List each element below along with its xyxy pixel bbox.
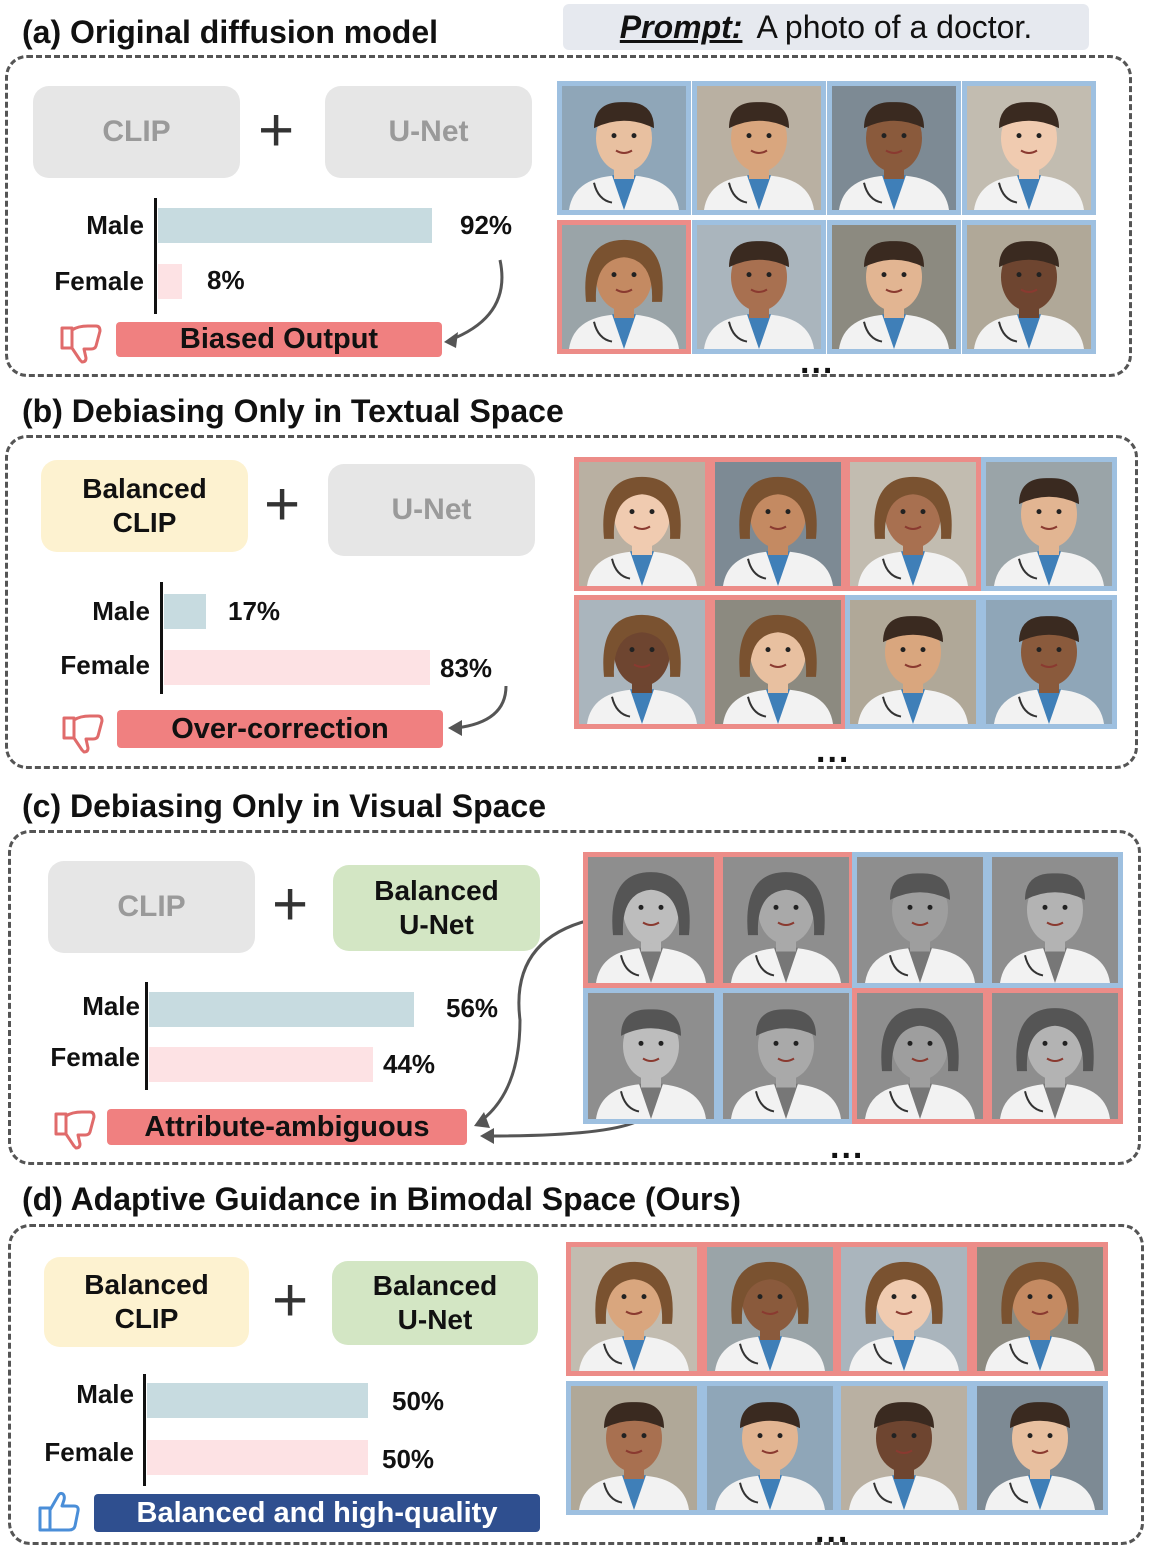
portrait-a-6 xyxy=(692,220,826,354)
portrait-b-1 xyxy=(574,457,710,591)
section-d-male-label: Male xyxy=(76,1379,134,1409)
portrait-d-1 xyxy=(566,1242,702,1376)
section-a-unet-box: U-Net xyxy=(325,86,532,178)
section-b-female-pct: 83% xyxy=(440,653,493,683)
section-a-axis xyxy=(154,198,157,314)
portrait-b-2 xyxy=(710,457,846,591)
section-a-panel xyxy=(5,55,1132,377)
section-c-ellipsis: ... xyxy=(830,1128,865,1166)
section-b-text-encoder-box: Balanced CLIP xyxy=(41,460,248,552)
portrait-b-7 xyxy=(845,595,981,729)
thumbs-down-icon xyxy=(60,712,106,759)
section-a-female-pct: 8% xyxy=(207,265,245,295)
portrait-a-8 xyxy=(962,220,1096,354)
portrait-d-7 xyxy=(836,1381,972,1515)
section-a-verdict-tag: Biased Output xyxy=(116,322,442,357)
section-a-female-label: Female xyxy=(54,266,144,296)
portrait-c-8 xyxy=(987,988,1123,1124)
section-c-verdict-tag: Attribute-ambiguous xyxy=(107,1109,467,1145)
portrait-a-4 xyxy=(962,81,1096,215)
portrait-d-6 xyxy=(702,1381,838,1515)
portrait-a-3 xyxy=(827,81,961,215)
thumbs-up-icon xyxy=(36,1490,82,1539)
portrait-c-7 xyxy=(852,988,988,1124)
section-b-male-bar xyxy=(164,594,206,629)
section-a-title: (a) Original diffusion model xyxy=(22,14,438,50)
section-d-male-pct: 50% xyxy=(392,1386,445,1416)
section-b-axis xyxy=(160,582,163,694)
portrait-d-3 xyxy=(836,1242,972,1376)
section-b-unet-box: U-Net xyxy=(328,464,535,556)
section-c-female-bar xyxy=(149,1047,373,1082)
section-c-male-label: Male xyxy=(82,991,140,1021)
section-a-arrow xyxy=(444,259,504,348)
section-a-female-bar xyxy=(158,264,182,299)
section-b-female-label: Female xyxy=(60,650,150,680)
portrait-a-1 xyxy=(557,81,691,215)
section-d-ellipsis: ... xyxy=(815,1512,850,1550)
portrait-c-6 xyxy=(718,988,854,1124)
section-d-plus-icon: + xyxy=(272,1266,309,1335)
section-b-verdict-tag: Over-correction xyxy=(117,710,443,748)
section-c-female-label: Female xyxy=(50,1042,140,1072)
portrait-a-2 xyxy=(692,81,826,215)
prompt-label: Prompt: xyxy=(619,8,743,45)
section-c-male-pct: 56% xyxy=(446,993,499,1023)
section-b-male-label: Male xyxy=(92,596,150,626)
portrait-b-5 xyxy=(574,595,710,729)
portrait-d-4 xyxy=(972,1242,1108,1376)
section-b-panel xyxy=(5,435,1138,769)
thumbs-down-icon xyxy=(58,322,104,369)
section-d-unet-box: Balanced U-Net xyxy=(332,1261,538,1345)
portrait-c-2 xyxy=(718,852,854,988)
section-a-male-pct: 92% xyxy=(460,210,513,240)
section-b-plus-icon: + xyxy=(264,470,301,539)
section-d-text-encoder-box: Balanced CLIP xyxy=(44,1257,249,1347)
section-d-axis xyxy=(143,1374,146,1486)
section-c-axis xyxy=(145,982,148,1090)
section-b-title: (b) Debiasing Only in Textual Space xyxy=(22,393,564,429)
portrait-b-6 xyxy=(710,595,846,729)
section-b-male-pct: 17% xyxy=(228,596,281,626)
portrait-d-5 xyxy=(566,1381,702,1515)
prompt-banner: Prompt: A photo of a doctor. xyxy=(563,4,1089,50)
portrait-c-4 xyxy=(987,852,1123,988)
portrait-c-5 xyxy=(583,988,719,1124)
section-a-text-encoder-box: CLIP xyxy=(33,86,240,178)
portrait-a-5 xyxy=(557,220,691,354)
section-d-male-bar xyxy=(147,1383,368,1418)
section-c-female-pct: 44% xyxy=(383,1049,436,1079)
section-c-plus-icon: + xyxy=(272,870,309,939)
prompt-text: A photo of a doctor. xyxy=(756,8,1033,45)
section-b-arrow xyxy=(448,685,508,736)
portrait-b-3 xyxy=(845,457,981,591)
portrait-d-8 xyxy=(972,1381,1108,1515)
section-a-plus-icon: + xyxy=(258,96,295,165)
section-d-verdict-tag: Balanced and high-quality xyxy=(94,1494,540,1532)
section-b-ellipsis: ... xyxy=(816,732,851,770)
section-c-panel xyxy=(8,830,1141,1165)
section-d-female-bar xyxy=(147,1440,368,1475)
section-c-title: (c) Debiasing Only in Visual Space xyxy=(22,788,547,824)
section-c-male-bar xyxy=(149,992,414,1027)
section-a-male-bar xyxy=(158,208,432,243)
section-d-panel xyxy=(8,1224,1144,1545)
portrait-b-4 xyxy=(981,457,1117,591)
section-c-unet-box: Balanced U-Net xyxy=(333,865,540,951)
section-d-female-label: Female xyxy=(44,1437,134,1467)
thumbs-down-icon xyxy=(52,1108,98,1155)
section-b-female-bar xyxy=(164,650,430,685)
portrait-d-2 xyxy=(702,1242,838,1376)
portrait-c-3 xyxy=(852,852,988,988)
section-c-text-encoder-box: CLIP xyxy=(48,861,255,953)
section-a-male-label: Male xyxy=(86,210,144,240)
section-d-title: (d) Adaptive Guidance in Bimodal Space (… xyxy=(22,1181,741,1217)
portrait-b-8 xyxy=(981,595,1117,729)
portrait-a-7 xyxy=(827,220,961,354)
portrait-c-1 xyxy=(583,852,719,988)
section-d-female-pct: 50% xyxy=(382,1444,435,1474)
